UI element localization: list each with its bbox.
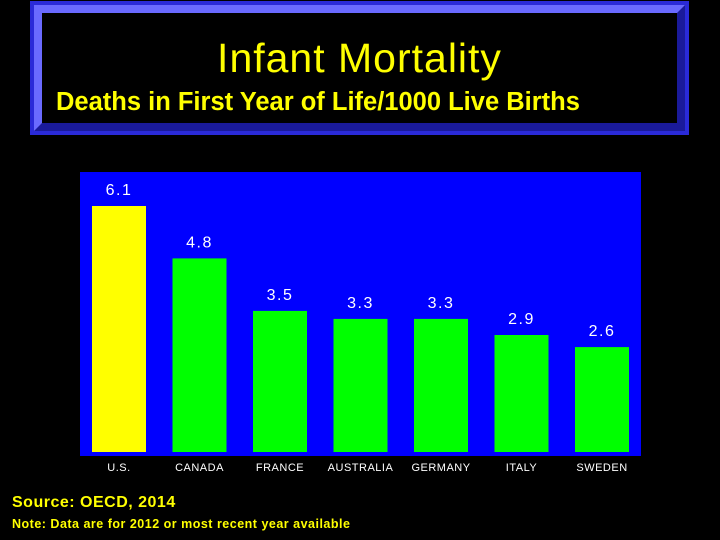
bars-group xyxy=(92,206,629,452)
value-label: 3.3 xyxy=(428,295,455,312)
chart-subtitle: Deaths in First Year of Life/1000 Live B… xyxy=(56,88,580,116)
bar-us xyxy=(92,206,146,452)
bar-sweden xyxy=(575,347,629,452)
value-label: 6.1 xyxy=(106,182,133,199)
category-labels-group: U.S. CANADA FRANCE AUSTRALIA GERMANY ITALY SWE… xyxy=(107,462,627,474)
value-labels-group: 6.1 4.8 3.5 3.3 3.3 2.9 2.6 xyxy=(106,182,616,340)
value-label: 3.3 xyxy=(347,295,374,312)
category-label: AUSTRALIA xyxy=(328,462,394,474)
data-note: Note: Data are for 2012 or most recent y… xyxy=(12,517,351,531)
category-label: ITALY xyxy=(506,462,538,474)
source-note: Source: OECD, 2014 xyxy=(12,494,176,511)
value-label: 2.6 xyxy=(589,323,616,340)
bar-france xyxy=(253,310,307,452)
value-label: 4.8 xyxy=(186,234,213,251)
value-label: 2.9 xyxy=(508,311,535,328)
category-label: FRANCE xyxy=(256,462,304,474)
value-label: 3.5 xyxy=(267,287,294,304)
bar-germany xyxy=(414,318,468,452)
bar-italy xyxy=(494,335,549,452)
bar-canada xyxy=(172,258,227,452)
title-panel: Infant Mortality Deaths in First Year of… xyxy=(30,1,689,135)
category-label: CANADA xyxy=(175,462,224,474)
category-label: GERMANY xyxy=(411,462,470,474)
chart-title: Infant Mortality xyxy=(217,35,502,81)
bar-australia xyxy=(333,318,388,452)
category-label: U.S. xyxy=(107,462,130,474)
category-label: SWEDEN xyxy=(576,462,627,474)
